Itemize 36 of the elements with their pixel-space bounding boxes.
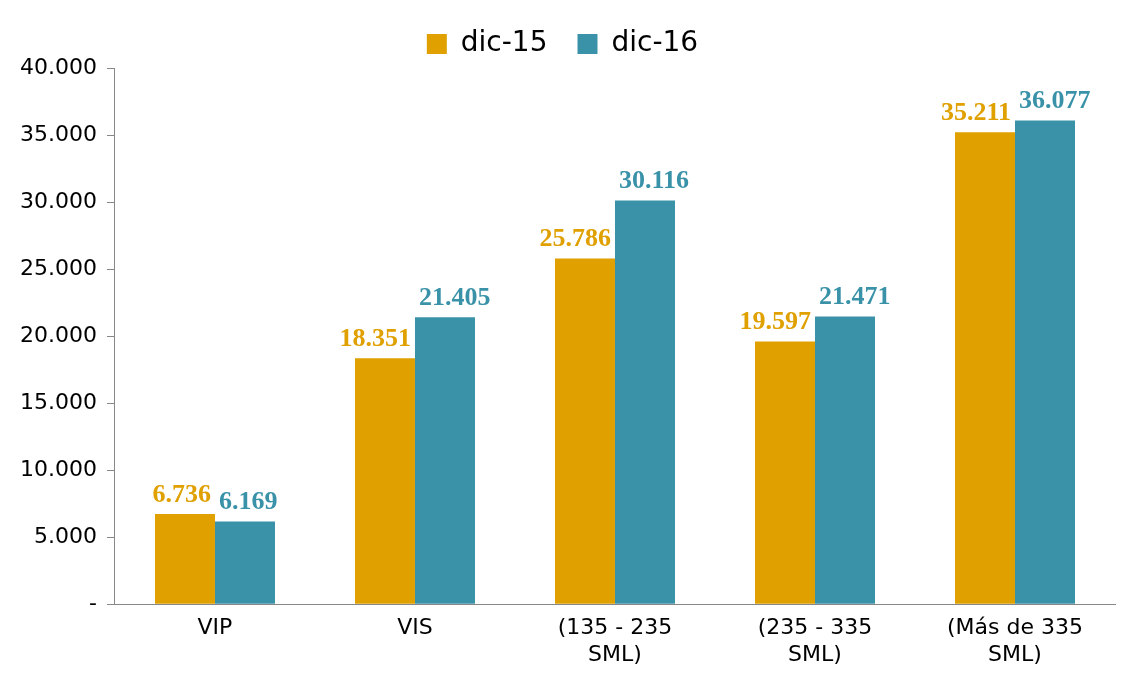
y-tick-label: 35.000 — [19, 120, 97, 146]
bar — [554, 258, 615, 604]
y-tick-label: 25.000 — [19, 254, 97, 280]
data-label: 6.736 — [152, 478, 211, 508]
y-tick-label: 20.000 — [19, 321, 97, 347]
data-label: 18.351 — [339, 322, 411, 352]
bar — [614, 200, 675, 604]
y-tick-label: 15.000 — [19, 388, 97, 414]
bar — [754, 341, 815, 604]
y-tick-label: 10.000 — [19, 455, 97, 481]
y-tick-label: 40.000 — [19, 53, 97, 79]
legend-label: dic-15 — [460, 25, 548, 59]
bar — [354, 358, 415, 604]
x-tick-label: (135 - 235 SML) — [557, 614, 673, 666]
data-label: 30.116 — [618, 165, 690, 195]
y-tick-label: 30.000 — [19, 187, 97, 213]
data-label: 21.405 — [418, 281, 491, 311]
bar — [814, 316, 875, 604]
data-label: 36.077 — [1019, 85, 1091, 115]
bar — [414, 317, 475, 604]
data-label: 35.211 — [940, 96, 1012, 126]
bar — [154, 513, 215, 604]
data-label: 6.169 — [218, 486, 278, 516]
x-tick-label: (235 - 335 SML) — [757, 614, 873, 666]
x-tick-label: VIS — [397, 614, 433, 640]
y-tick-label: - — [89, 589, 97, 615]
x-tick-label: VIP — [197, 614, 233, 640]
x-tick-label: (Más de 335 SML) — [947, 614, 1083, 666]
bar — [1015, 120, 1075, 604]
bar — [214, 521, 275, 604]
data-label: 19.597 — [739, 306, 811, 336]
y-tick-label: 5.000 — [33, 522, 97, 548]
data-label: 25.786 — [539, 223, 611, 253]
legend-label: dic-16 — [611, 25, 699, 59]
bar — [955, 132, 1015, 604]
data-label: 21.471 — [818, 281, 891, 311]
